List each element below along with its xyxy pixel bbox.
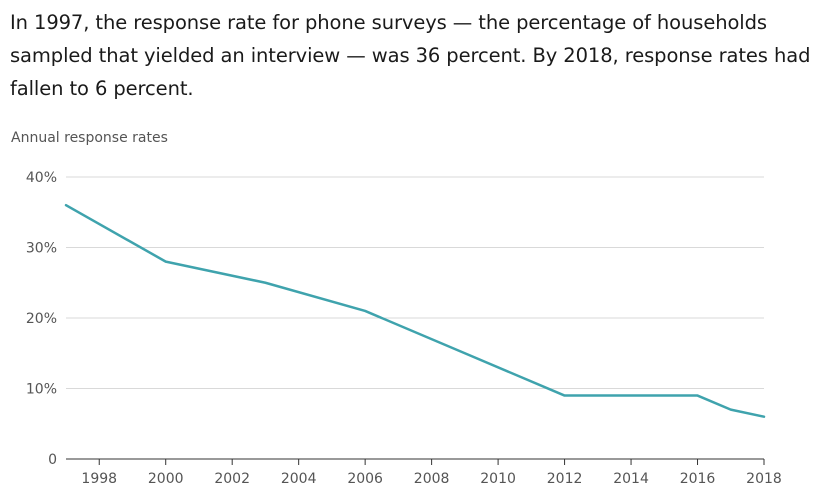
x-tick-label: 2014 (613, 471, 649, 487)
chart-subtitle: Annual response rates (11, 130, 168, 146)
gridlines (66, 176, 764, 460)
y-tick-label: 20% (26, 311, 57, 327)
series-lines (64, 203, 766, 418)
x-tick-label: 2000 (148, 471, 184, 487)
x-tick-label: 2010 (480, 471, 516, 487)
x-tick-label: 2016 (680, 471, 716, 487)
x-axis: 1998 2000 2002 2004 2006 2008 2010 2012 2014 2016… (81, 459, 782, 487)
y-axis: 0 10% 20% 30% 40% (26, 170, 57, 468)
y-tick-label: 40% (26, 170, 57, 186)
x-tick-label: 1998 (81, 471, 117, 487)
y-tick-label: 30% (26, 241, 57, 257)
x-tick-label: 2006 (347, 471, 383, 487)
x-tick-label: 2004 (281, 471, 317, 487)
y-tick-label: 10% (26, 382, 57, 398)
y-tick-label: 0 (48, 452, 57, 468)
x-tick-label: 2012 (547, 471, 583, 487)
x-tick-label: 2002 (214, 471, 250, 487)
series-line-response-rate (64, 203, 766, 418)
x-tick-label: 2008 (414, 471, 450, 487)
headline: In 1997, the response rate for phone sur… (10, 11, 811, 100)
x-tick-label: 2018 (746, 471, 782, 487)
